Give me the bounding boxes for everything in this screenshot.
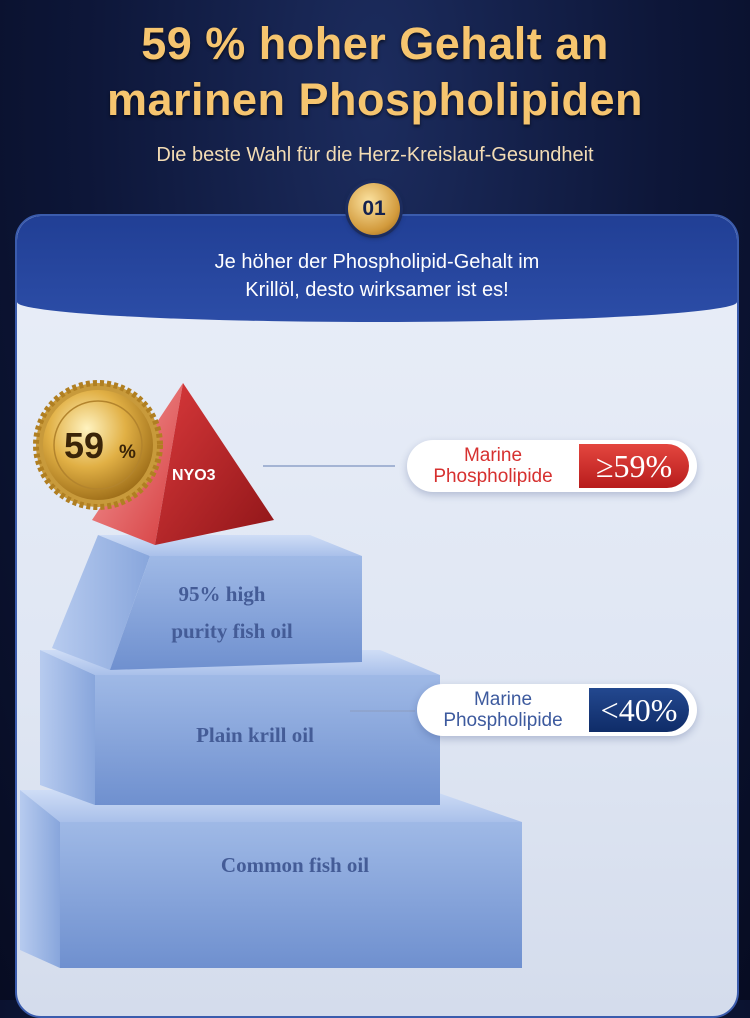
callout-middle-line-2: Phospholipide [443, 710, 563, 731]
callout-top-value: ≥59% [579, 444, 689, 488]
callout-top-line-2: Phospholipide [433, 466, 553, 487]
step-number-badge: 01 [348, 183, 400, 235]
seal-value: 59 [64, 425, 104, 466]
pyramid-tier-common-fish-oil [20, 790, 522, 968]
headline-line-1: 59 % hoher Gehalt an [141, 18, 609, 69]
tier-label-line-2: purity fish oil [171, 619, 293, 643]
intro-line-1: Je höher der Phospholipid-Gehalt im [214, 251, 540, 273]
apex-label: NYO3 [172, 467, 216, 484]
callout-middle-label: Marine Phospholipide [417, 689, 589, 731]
step-number: 01 [362, 197, 386, 220]
tier-label-line-1: 95% high [179, 582, 266, 606]
intro-line-2: Krillöl, desto wirksamer ist es! [245, 279, 509, 301]
pyramid-tier-high-purity-fish-oil [52, 535, 362, 670]
seal-unit: % [119, 442, 136, 463]
tier-label-plain-krill-oil: Plain krill oil [196, 723, 314, 747]
callout-middle-line-1: Marine [473, 689, 533, 710]
panel-intro-text: Je höher der Phospholipid-Gehalt im Kril… [17, 248, 737, 304]
callout-top-line-1: Marine [463, 445, 523, 466]
headline-line-2: marinen Phospholipiden [106, 74, 644, 125]
gold-seal-icon: 59 % [33, 380, 163, 510]
callout-top: Marine Phospholipide ≥59% [407, 440, 697, 492]
tier-label-common-fish-oil: Common fish oil [221, 853, 369, 877]
callout-top-label: Marine Phospholipide [407, 445, 579, 487]
callout-middle-value: <40% [589, 688, 689, 732]
subtitle: Die beste Wahl für die Herz-Kreislauf-Ge… [156, 144, 594, 166]
callout-middle: Marine Phospholipide <40% [417, 684, 697, 736]
